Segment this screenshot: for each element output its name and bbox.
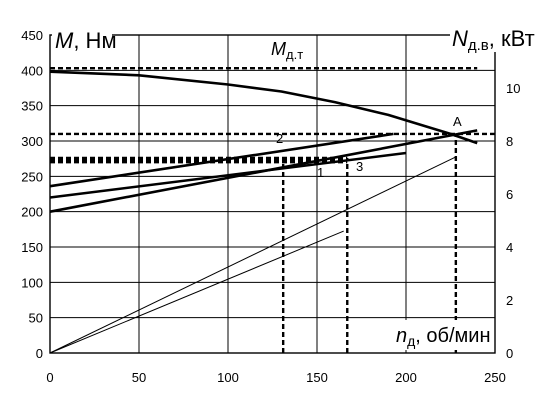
x-title-bg <box>394 320 492 350</box>
curve-label-2: 2 <box>276 131 283 146</box>
y-right-tick-label-5: 10 <box>506 81 520 96</box>
y-left-title-unit: , Нм <box>73 28 116 53</box>
y-left-tick-label-7: 350 <box>21 99 43 114</box>
x-tick-label-4: 200 <box>395 370 417 385</box>
series-line-0 <box>49 70 478 145</box>
plot-frame <box>49 34 496 354</box>
x-title-subscript: д <box>407 333 415 349</box>
x-title-symbol: n <box>396 325 407 347</box>
mdt-label: Mд.т <box>271 39 303 62</box>
y-right-tick-label-1: 2 <box>506 293 513 308</box>
y-right-tick-label-2: 4 <box>506 240 513 255</box>
series-line-1 <box>49 132 394 188</box>
curve-label-1: 1 <box>317 165 324 180</box>
series-line-5 <box>49 230 344 354</box>
x-title-unit: , об/мин <box>415 325 490 347</box>
y-left-tick-label-0: 0 <box>36 346 43 361</box>
series-line-2 <box>49 151 407 199</box>
left-title-bg <box>52 28 112 54</box>
series-lines <box>49 70 478 354</box>
y-left-title: M, Нм <box>55 28 117 53</box>
grid <box>49 34 496 354</box>
right-title-bg <box>450 26 530 52</box>
y-left-tick-label-3: 150 <box>21 240 43 255</box>
y-left-tick-label-8: 400 <box>21 63 43 78</box>
y-left-title-symbol: M <box>55 28 74 53</box>
x-tick-label-3: 150 <box>306 370 328 385</box>
y-left-tick-label-6: 300 <box>21 134 43 149</box>
x-tick-label-5: 250 <box>484 370 506 385</box>
y-left-tick-label-1: 50 <box>29 311 43 326</box>
x-tick-label-2: 100 <box>217 370 239 385</box>
y-left-tick-label-2: 100 <box>21 275 43 290</box>
y-right-title: Nд.в, кВт <box>452 26 535 54</box>
reference-lines <box>50 67 495 353</box>
y-right-title-symbol: N <box>452 26 468 51</box>
mdt-label-bg <box>270 38 304 60</box>
series-line-3 <box>49 129 478 213</box>
point-a-label: A <box>453 114 462 129</box>
y-left-tick-label-4: 200 <box>21 205 43 220</box>
y-right-title-subscript: д.в <box>468 37 489 54</box>
mdt-subscript: д.т <box>286 47 303 62</box>
series-line-4 <box>49 156 457 354</box>
tick-labels: 0 50 100 150 200 2500501001502002503003504004… <box>21 28 520 385</box>
y-right-tick-label-3: 6 <box>506 187 513 202</box>
y-right-tick-label-0: 0 <box>506 346 513 361</box>
x-tick-label-0: 0 <box>46 370 53 385</box>
mdt-symbol: M <box>271 39 286 59</box>
y-left-tick-label-9: 450 <box>21 28 43 43</box>
y-right-tick-label-4: 8 <box>506 134 513 149</box>
y-left-tick-label-5: 250 <box>21 169 43 184</box>
x-tick-label-1: 50 <box>132 370 146 385</box>
y-right-title-unit: , кВт <box>489 26 535 51</box>
x-title: nд, об/мин <box>396 325 491 349</box>
curve-label-3: 3 <box>356 159 363 174</box>
